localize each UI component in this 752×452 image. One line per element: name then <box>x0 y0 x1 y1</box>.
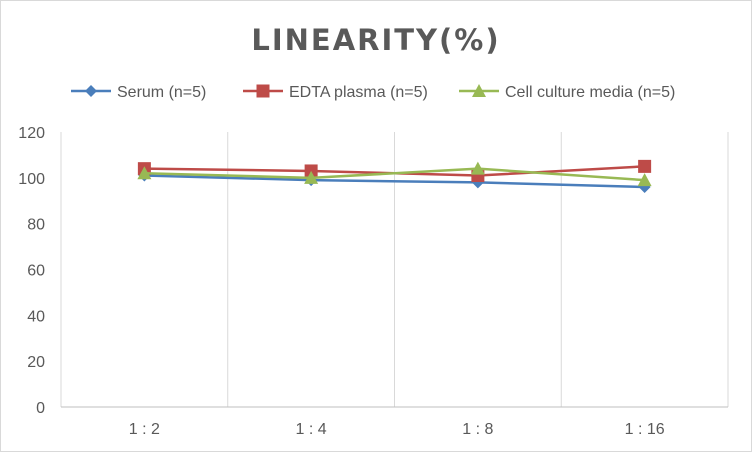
series-line <box>144 174 645 189</box>
y-tick-label: 100 <box>18 171 45 188</box>
legend-item: Serum (n=5) <box>71 84 206 101</box>
x-tick-label: 1 : 8 <box>462 421 493 438</box>
series-line <box>144 167 645 182</box>
data-point-marker <box>470 161 485 175</box>
data-point-marker <box>137 166 152 180</box>
legend-marker <box>256 84 270 98</box>
legend-marker <box>85 85 97 97</box>
data-point-marker <box>637 173 652 187</box>
y-tick-label: 60 <box>27 263 45 280</box>
y-tick-label: 20 <box>27 354 45 371</box>
y-tick-label: 80 <box>27 217 45 234</box>
legend-item: EDTA plasma (n=5) <box>243 84 428 101</box>
y-axis: 0 20 40 60 80 100 120 <box>18 125 45 417</box>
legend-marker <box>472 84 486 97</box>
legend: Serum (n=5) EDTA plasma (n=5) Cell culture… <box>71 84 675 101</box>
legend-label: Cell culture media (n=5) <box>505 84 675 101</box>
series-3 <box>137 161 652 187</box>
series-layer <box>137 159 652 193</box>
legend-label: Serum (n=5) <box>117 84 206 101</box>
y-tick-label: 0 <box>36 400 45 417</box>
x-axis: 1 : 2 1 : 4 1 : 8 1 : 16 <box>61 406 728 438</box>
legend-label: EDTA plasma (n=5) <box>289 84 428 101</box>
data-point-marker <box>304 170 319 184</box>
x-tick-label: 1 : 2 <box>129 421 160 438</box>
x-tick-label: 1 : 16 <box>625 421 665 438</box>
y-tick-label: 40 <box>27 308 45 325</box>
y-tick-label: 120 <box>18 125 45 142</box>
legend-item: Cell culture media (n=5) <box>459 84 675 101</box>
chart-title: LINEARITY(%) <box>251 23 500 57</box>
data-point-marker <box>638 159 652 173</box>
x-tick-label: 1 : 4 <box>296 421 327 438</box>
